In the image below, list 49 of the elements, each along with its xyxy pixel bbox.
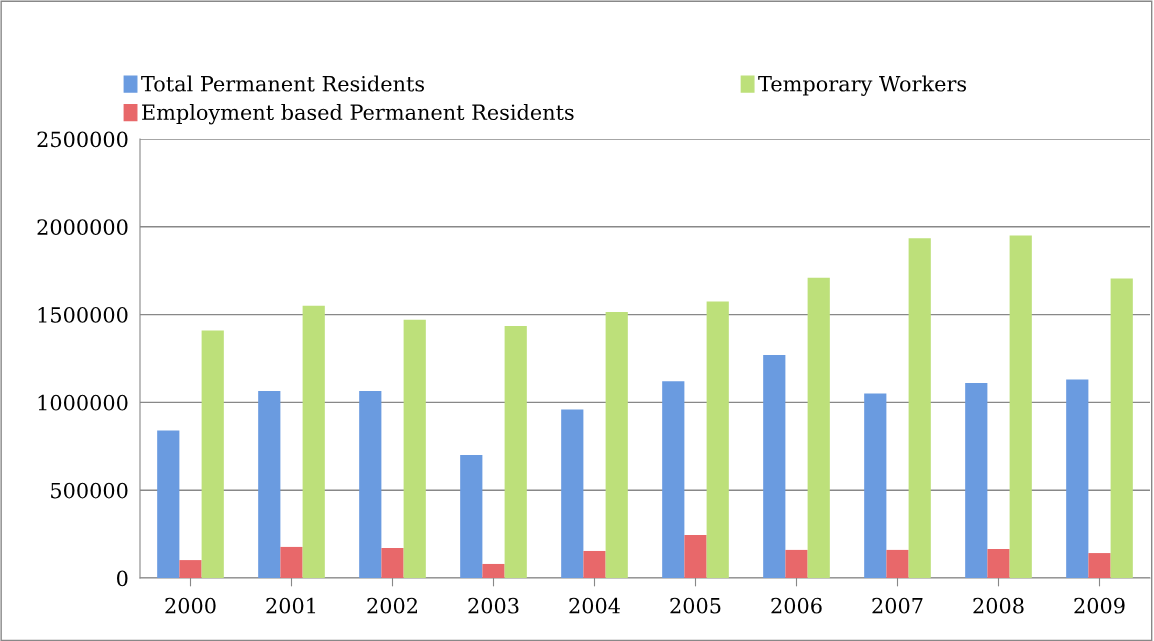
x-tick-label: 2000 <box>165 597 216 614</box>
bar <box>1110 278 1133 578</box>
y-tick-label: 1000000 <box>38 394 128 411</box>
bar <box>965 383 988 578</box>
bar <box>987 549 1010 578</box>
bar <box>886 549 909 578</box>
x-tick-label: 2009 <box>1074 597 1125 614</box>
y-tick-label: 500000 <box>51 482 128 499</box>
y-tick-label: 2500000 <box>37 131 128 148</box>
bar <box>583 550 606 578</box>
bar <box>561 409 584 578</box>
bar <box>684 534 707 578</box>
legend-label: Employment based Permanent Residents <box>142 103 574 125</box>
bar <box>280 546 303 578</box>
x-tick-label: 2008 <box>973 597 1024 614</box>
bar <box>381 547 404 578</box>
bar <box>1088 553 1111 578</box>
x-tick-label: 2003 <box>468 597 519 614</box>
bar <box>1009 235 1032 578</box>
bar <box>785 549 808 578</box>
y-tick-label: 2000000 <box>37 219 128 236</box>
bar <box>908 238 931 578</box>
x-tick-label: 2004 <box>569 597 620 614</box>
x-tick-label: 2002 <box>367 597 417 614</box>
bar <box>403 319 426 578</box>
bar <box>460 455 483 578</box>
x-tick-label: 2005 <box>670 597 721 614</box>
bar <box>1066 379 1089 578</box>
legend-label: Total Permanent Residents <box>141 75 424 92</box>
bar <box>605 311 628 578</box>
bar <box>864 393 887 578</box>
bar <box>763 354 786 578</box>
legend-label: Temporary Workers <box>758 75 967 96</box>
x-tick-label: 2001 <box>266 597 316 614</box>
bar <box>504 326 527 578</box>
bar <box>807 277 830 578</box>
x-tick-label: 2006 <box>771 597 822 614</box>
bar <box>359 390 382 578</box>
bar <box>179 560 202 578</box>
bar <box>706 301 729 578</box>
bar <box>482 563 505 578</box>
bar <box>662 381 685 578</box>
bar <box>157 430 180 578</box>
y-tick-label: 0 <box>117 570 128 587</box>
y-tick-label: 1500000 <box>38 307 128 323</box>
x-tick-label: 2007 <box>872 597 923 614</box>
bar <box>258 390 281 578</box>
bar <box>201 330 224 578</box>
bar <box>302 305 325 578</box>
